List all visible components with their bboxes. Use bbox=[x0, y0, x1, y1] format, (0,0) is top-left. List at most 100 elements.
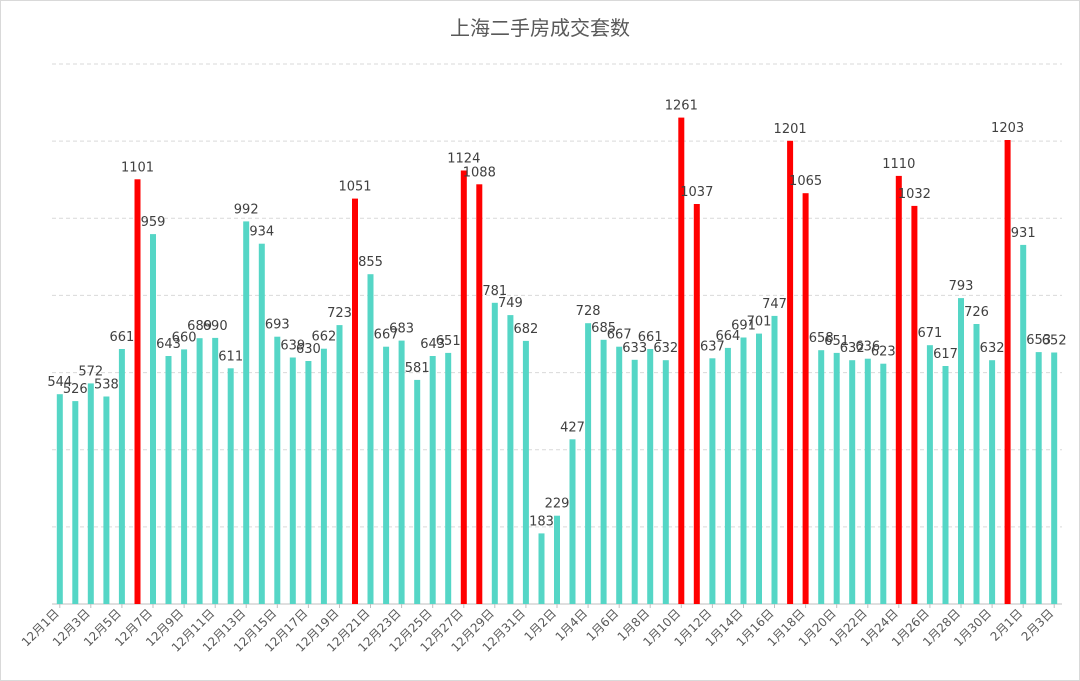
bar-12月16日 bbox=[289, 357, 296, 604]
bar-12月30日 bbox=[507, 315, 514, 604]
data-label: 581 bbox=[405, 361, 430, 376]
bar-1月24日 bbox=[895, 175, 902, 604]
data-label: 682 bbox=[513, 322, 538, 337]
data-label: 683 bbox=[389, 322, 414, 337]
bar-12月6日 bbox=[134, 179, 141, 605]
data-label: 690 bbox=[203, 319, 228, 334]
data-label: 183 bbox=[529, 514, 554, 529]
data-label: 526 bbox=[63, 382, 88, 397]
data-label: 934 bbox=[249, 225, 274, 240]
data-label: 632 bbox=[653, 341, 678, 356]
bar-2月2日 bbox=[1035, 352, 1042, 604]
bar-12月23日 bbox=[398, 340, 405, 604]
data-label: 636 bbox=[855, 340, 880, 355]
data-label: 693 bbox=[265, 318, 290, 333]
data-label: 931 bbox=[1011, 226, 1036, 241]
data-label: 685 bbox=[591, 321, 616, 336]
bar-12月7日 bbox=[150, 234, 156, 604]
bar-12月15日 bbox=[274, 336, 281, 604]
bar-1月19日 bbox=[818, 350, 825, 604]
chart-title: 上海二手房成交套数 bbox=[450, 16, 630, 40]
data-label: 689 bbox=[187, 319, 212, 334]
bar-1月18日 bbox=[802, 193, 809, 604]
bar-1月31日 bbox=[1004, 140, 1011, 604]
data-label: 623 bbox=[871, 345, 896, 360]
data-label: 572 bbox=[78, 364, 103, 379]
bar-1月27日 bbox=[942, 366, 949, 604]
data-label: 651 bbox=[824, 334, 849, 349]
data-label: 632 bbox=[980, 341, 1005, 356]
data-label: 643 bbox=[420, 337, 445, 352]
data-label: 661 bbox=[109, 330, 134, 345]
bar-1月5日 bbox=[600, 339, 607, 604]
data-label: 639 bbox=[280, 339, 305, 354]
data-label: 691 bbox=[731, 319, 756, 334]
data-label: 747 bbox=[762, 297, 787, 312]
bar-12月14日 bbox=[258, 243, 265, 604]
data-label: 1032 bbox=[898, 187, 931, 202]
bar-12月28日 bbox=[476, 184, 483, 605]
bar-1月21日 bbox=[849, 360, 856, 604]
bar-12月29日 bbox=[491, 302, 498, 604]
bar-12月25日 bbox=[429, 356, 436, 604]
data-label: 749 bbox=[498, 296, 523, 311]
data-label: 662 bbox=[311, 330, 336, 345]
data-label: 1101 bbox=[121, 160, 154, 175]
x-tick-label: 1月4日 bbox=[553, 606, 591, 644]
bar-12月9日 bbox=[181, 349, 188, 604]
data-label: 427 bbox=[560, 420, 585, 435]
bar-1月8日 bbox=[647, 349, 654, 604]
bar-1月30日 bbox=[989, 360, 996, 604]
bar-1月26日 bbox=[926, 345, 933, 604]
data-label: 538 bbox=[94, 378, 119, 393]
bar-1月2日 bbox=[554, 515, 560, 604]
bar-1月9日 bbox=[662, 360, 669, 604]
bar-12月13日 bbox=[243, 221, 250, 604]
data-label: 1203 bbox=[991, 121, 1024, 136]
x-tick-label: 2月1日 bbox=[988, 606, 1026, 644]
data-label: 667 bbox=[374, 328, 399, 343]
data-label: 630 bbox=[296, 342, 321, 357]
data-label: 701 bbox=[747, 315, 772, 330]
data-label: 652 bbox=[1042, 334, 1067, 349]
bar-12月8日 bbox=[165, 356, 172, 604]
data-label: 1037 bbox=[680, 185, 713, 200]
data-label: 1088 bbox=[463, 165, 496, 180]
data-label: 643 bbox=[156, 337, 181, 352]
bar-1月7日 bbox=[631, 359, 638, 604]
bar-2月1日 bbox=[1020, 244, 1027, 604]
bar-1月13日 bbox=[724, 347, 731, 604]
data-label: 781 bbox=[482, 284, 507, 299]
data-label: 667 bbox=[607, 328, 632, 343]
bar-12月31日 bbox=[522, 340, 529, 604]
data-label: 793 bbox=[949, 279, 974, 294]
data-label: 992 bbox=[234, 202, 259, 217]
bar-1月20日 bbox=[833, 352, 840, 604]
bar-1月1日 bbox=[538, 533, 545, 604]
bar-1月6日 bbox=[616, 346, 623, 604]
bar-12月27日 bbox=[460, 170, 467, 604]
data-label: 651 bbox=[436, 334, 461, 349]
data-label: 544 bbox=[47, 375, 72, 390]
bar-1月16日 bbox=[771, 315, 778, 604]
data-label: 1124 bbox=[447, 152, 480, 167]
data-label: 1110 bbox=[882, 157, 915, 172]
bar-1月10日 bbox=[678, 117, 685, 604]
bar-12月22日 bbox=[383, 346, 390, 604]
bar-1月25日 bbox=[911, 205, 918, 604]
bar-1月23日 bbox=[880, 363, 887, 604]
bar-12月19日 bbox=[336, 325, 343, 604]
bar-12月17日 bbox=[305, 361, 312, 604]
data-label: 664 bbox=[715, 329, 740, 344]
bar-12月26日 bbox=[445, 352, 452, 604]
bar-1月22日 bbox=[864, 358, 871, 604]
bar-1月3日 bbox=[569, 439, 576, 604]
data-label: 855 bbox=[358, 255, 383, 270]
bar-12月24日 bbox=[414, 379, 421, 604]
bar-1月15日 bbox=[756, 333, 762, 604]
data-label: 611 bbox=[218, 349, 243, 364]
bar-12月2日 bbox=[72, 401, 79, 604]
bar-12月3日 bbox=[87, 383, 94, 604]
bar-1月29日 bbox=[973, 324, 980, 604]
